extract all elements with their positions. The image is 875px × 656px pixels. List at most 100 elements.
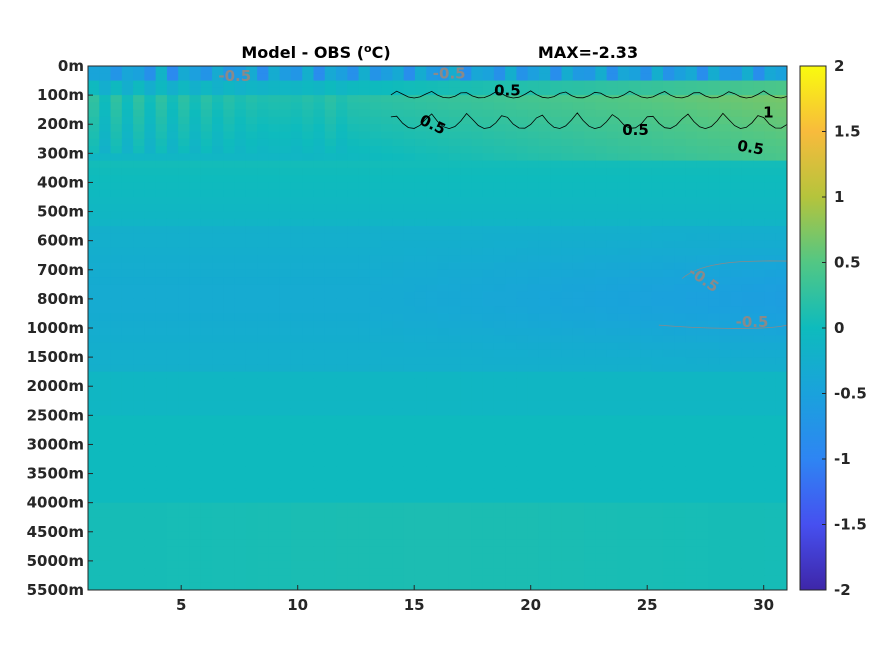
heatmap-cell [358, 182, 371, 191]
heatmap-cell [482, 167, 495, 176]
heatmap-cell [674, 393, 687, 402]
heatmap-cell [584, 146, 596, 154]
heatmap-cell [144, 582, 157, 590]
heatmap-cell [313, 262, 326, 271]
heatmap-cell [550, 197, 563, 205]
heatmap-cell [133, 160, 145, 169]
heatmap-cell [133, 568, 145, 577]
heatmap-cell [257, 422, 269, 431]
heatmap-cell [538, 509, 551, 518]
heatmap-cell [358, 146, 371, 154]
heatmap-cell [708, 306, 720, 315]
heatmap-cell [606, 466, 619, 475]
heatmap-cell [392, 138, 405, 147]
heatmap-cell [685, 451, 698, 460]
heatmap-cell [753, 349, 766, 358]
heatmap-cell [561, 306, 574, 315]
heatmap-cell [617, 582, 630, 590]
heatmap-cell [189, 102, 202, 111]
heatmap-cell [651, 306, 664, 315]
heatmap-cell [775, 422, 787, 431]
heatmap-cell [448, 502, 461, 511]
heatmap-cell [234, 211, 247, 220]
heatmap-cell [640, 429, 653, 438]
heatmap-cell [719, 502, 732, 511]
heatmap-cell [550, 408, 563, 416]
heatmap-cell [471, 182, 484, 191]
heatmap-cell [144, 393, 157, 402]
heatmap-field [88, 66, 787, 590]
heatmap-cell [561, 197, 574, 205]
heatmap-cell [245, 560, 258, 569]
heatmap-cell [121, 437, 134, 446]
heatmap-cell [527, 124, 540, 133]
heatmap-cell [460, 233, 472, 242]
heatmap-cell [775, 226, 787, 234]
heatmap-cell [212, 131, 224, 140]
heatmap-cell [606, 400, 619, 409]
heatmap-cell [584, 444, 596, 453]
heatmap-cell [358, 306, 371, 315]
heatmap-cell [369, 80, 382, 89]
heatmap-cell [460, 124, 472, 133]
heatmap-cell [212, 429, 224, 438]
heatmap-cell [437, 575, 450, 584]
heatmap-cell [550, 400, 563, 409]
heatmap-cell [437, 524, 450, 533]
heatmap-cell [212, 568, 224, 577]
heatmap-cell [764, 240, 777, 249]
heatmap-cell [414, 211, 427, 220]
heatmap-cell [133, 371, 145, 380]
heatmap-cell [88, 546, 100, 555]
heatmap-cell [448, 582, 461, 590]
heatmap-cell [189, 408, 202, 416]
heatmap-cell [505, 459, 518, 467]
heatmap-cell [730, 539, 743, 547]
heatmap-cell [234, 568, 247, 577]
heatmap-cell [302, 422, 315, 431]
heatmap-cell [493, 153, 506, 162]
heatmap-cell [448, 371, 461, 380]
heatmap-cell [189, 262, 202, 271]
heatmap-cell [290, 437, 303, 446]
heatmap-cell [629, 87, 642, 96]
heatmap-cell [629, 415, 642, 424]
heatmap-cell [257, 378, 269, 387]
heatmap-cell [764, 560, 777, 569]
heatmap-cell [674, 357, 687, 365]
heatmap-cell [133, 531, 145, 540]
heatmap-cell [674, 167, 687, 176]
heatmap-cell [133, 226, 145, 234]
heatmap-cell [268, 560, 281, 569]
heatmap-cell [313, 320, 326, 329]
heatmap-cell [110, 437, 123, 446]
heatmap-cell [268, 459, 281, 467]
heatmap-cell [572, 328, 585, 336]
heatmap-cell [561, 146, 574, 154]
heatmap-cell [685, 488, 698, 496]
heatmap-cell [753, 502, 766, 511]
heatmap-cell [381, 335, 393, 344]
heatmap-cell [584, 509, 596, 518]
heatmap-cell [324, 240, 337, 249]
heatmap-cell [414, 233, 427, 242]
heatmap-cell [674, 153, 687, 162]
heatmap-cell [617, 306, 630, 315]
heatmap-cell [121, 182, 134, 191]
heatmap-cell [268, 116, 281, 125]
heatmap-cell [719, 66, 732, 74]
heatmap-cell [640, 189, 653, 198]
heatmap-cell [369, 211, 382, 220]
heatmap-cell [584, 335, 596, 344]
heatmap-cell [110, 415, 123, 424]
heatmap-cell [741, 262, 754, 271]
heatmap-cell [629, 80, 642, 89]
heatmap-cell [437, 328, 450, 336]
heatmap-cell [516, 517, 529, 526]
heatmap-cell [290, 116, 303, 125]
heatmap-cell [561, 218, 574, 227]
heatmap-cell [708, 313, 720, 322]
heatmap-cell [448, 546, 461, 555]
heatmap-cell [257, 546, 269, 555]
heatmap-cell [336, 240, 348, 249]
